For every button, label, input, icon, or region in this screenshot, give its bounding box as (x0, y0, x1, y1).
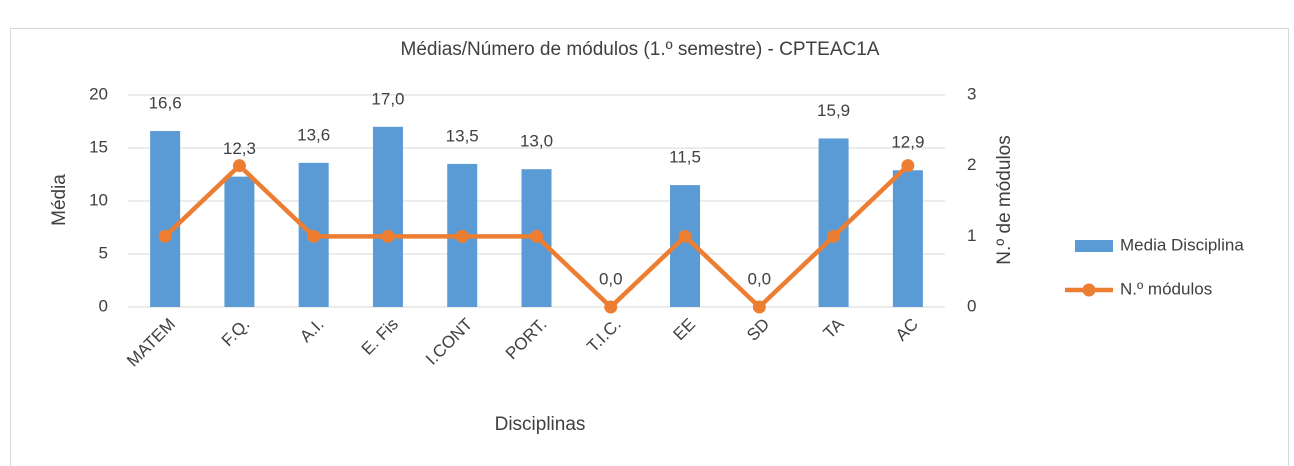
data-label: 0,0 (599, 269, 623, 288)
y2-tick-label: 2 (967, 155, 976, 174)
data-label: 16,6 (149, 94, 182, 113)
data-label: 13,6 (297, 125, 330, 144)
chart-title: Médias/Número de módulos (1.º semestre) … (401, 39, 880, 60)
data-label: 12,9 (891, 133, 924, 152)
data-label: 12,3 (223, 139, 256, 158)
legend-swatch (1075, 240, 1113, 252)
line-point (307, 229, 321, 243)
y2-tick-label: 0 (967, 296, 976, 315)
y-tick-label: 10 (89, 190, 108, 209)
line-point (232, 159, 246, 173)
y-tick-label: 5 (99, 243, 108, 262)
line-point (678, 229, 692, 243)
x-axis-label: Disciplinas (495, 414, 586, 435)
bar (150, 131, 181, 307)
bar (224, 176, 255, 307)
data-label: 15,9 (817, 101, 850, 120)
data-label: 13,5 (446, 126, 479, 145)
y-tick-label: 0 (99, 296, 108, 315)
line-point (381, 229, 395, 243)
y2-axis-label: N.º de módulos (994, 135, 1015, 264)
data-label: 0,0 (747, 269, 771, 288)
line-point (530, 229, 543, 243)
legend-label: Media Disciplina (1120, 235, 1244, 254)
line-point (158, 229, 172, 243)
legend-swatch (1082, 283, 1096, 297)
data-label: 17,0 (371, 89, 404, 108)
y-axis-label: Média (49, 174, 70, 226)
bar (818, 138, 849, 307)
y2-tick-label: 1 (967, 226, 976, 245)
data-label: 11,5 (669, 148, 701, 167)
y2-tick-label: 3 (967, 84, 976, 103)
data-label: 13,0 (520, 132, 553, 151)
legend-label: N.º módulos (1120, 279, 1212, 298)
y-tick-label: 20 (89, 84, 108, 103)
bar (892, 170, 923, 307)
bar (372, 126, 403, 307)
line-point (901, 159, 915, 173)
y-tick-label: 15 (89, 137, 108, 156)
line-point (752, 300, 766, 314)
line-point (604, 300, 618, 314)
line-point (455, 229, 469, 243)
line-point (827, 229, 841, 243)
